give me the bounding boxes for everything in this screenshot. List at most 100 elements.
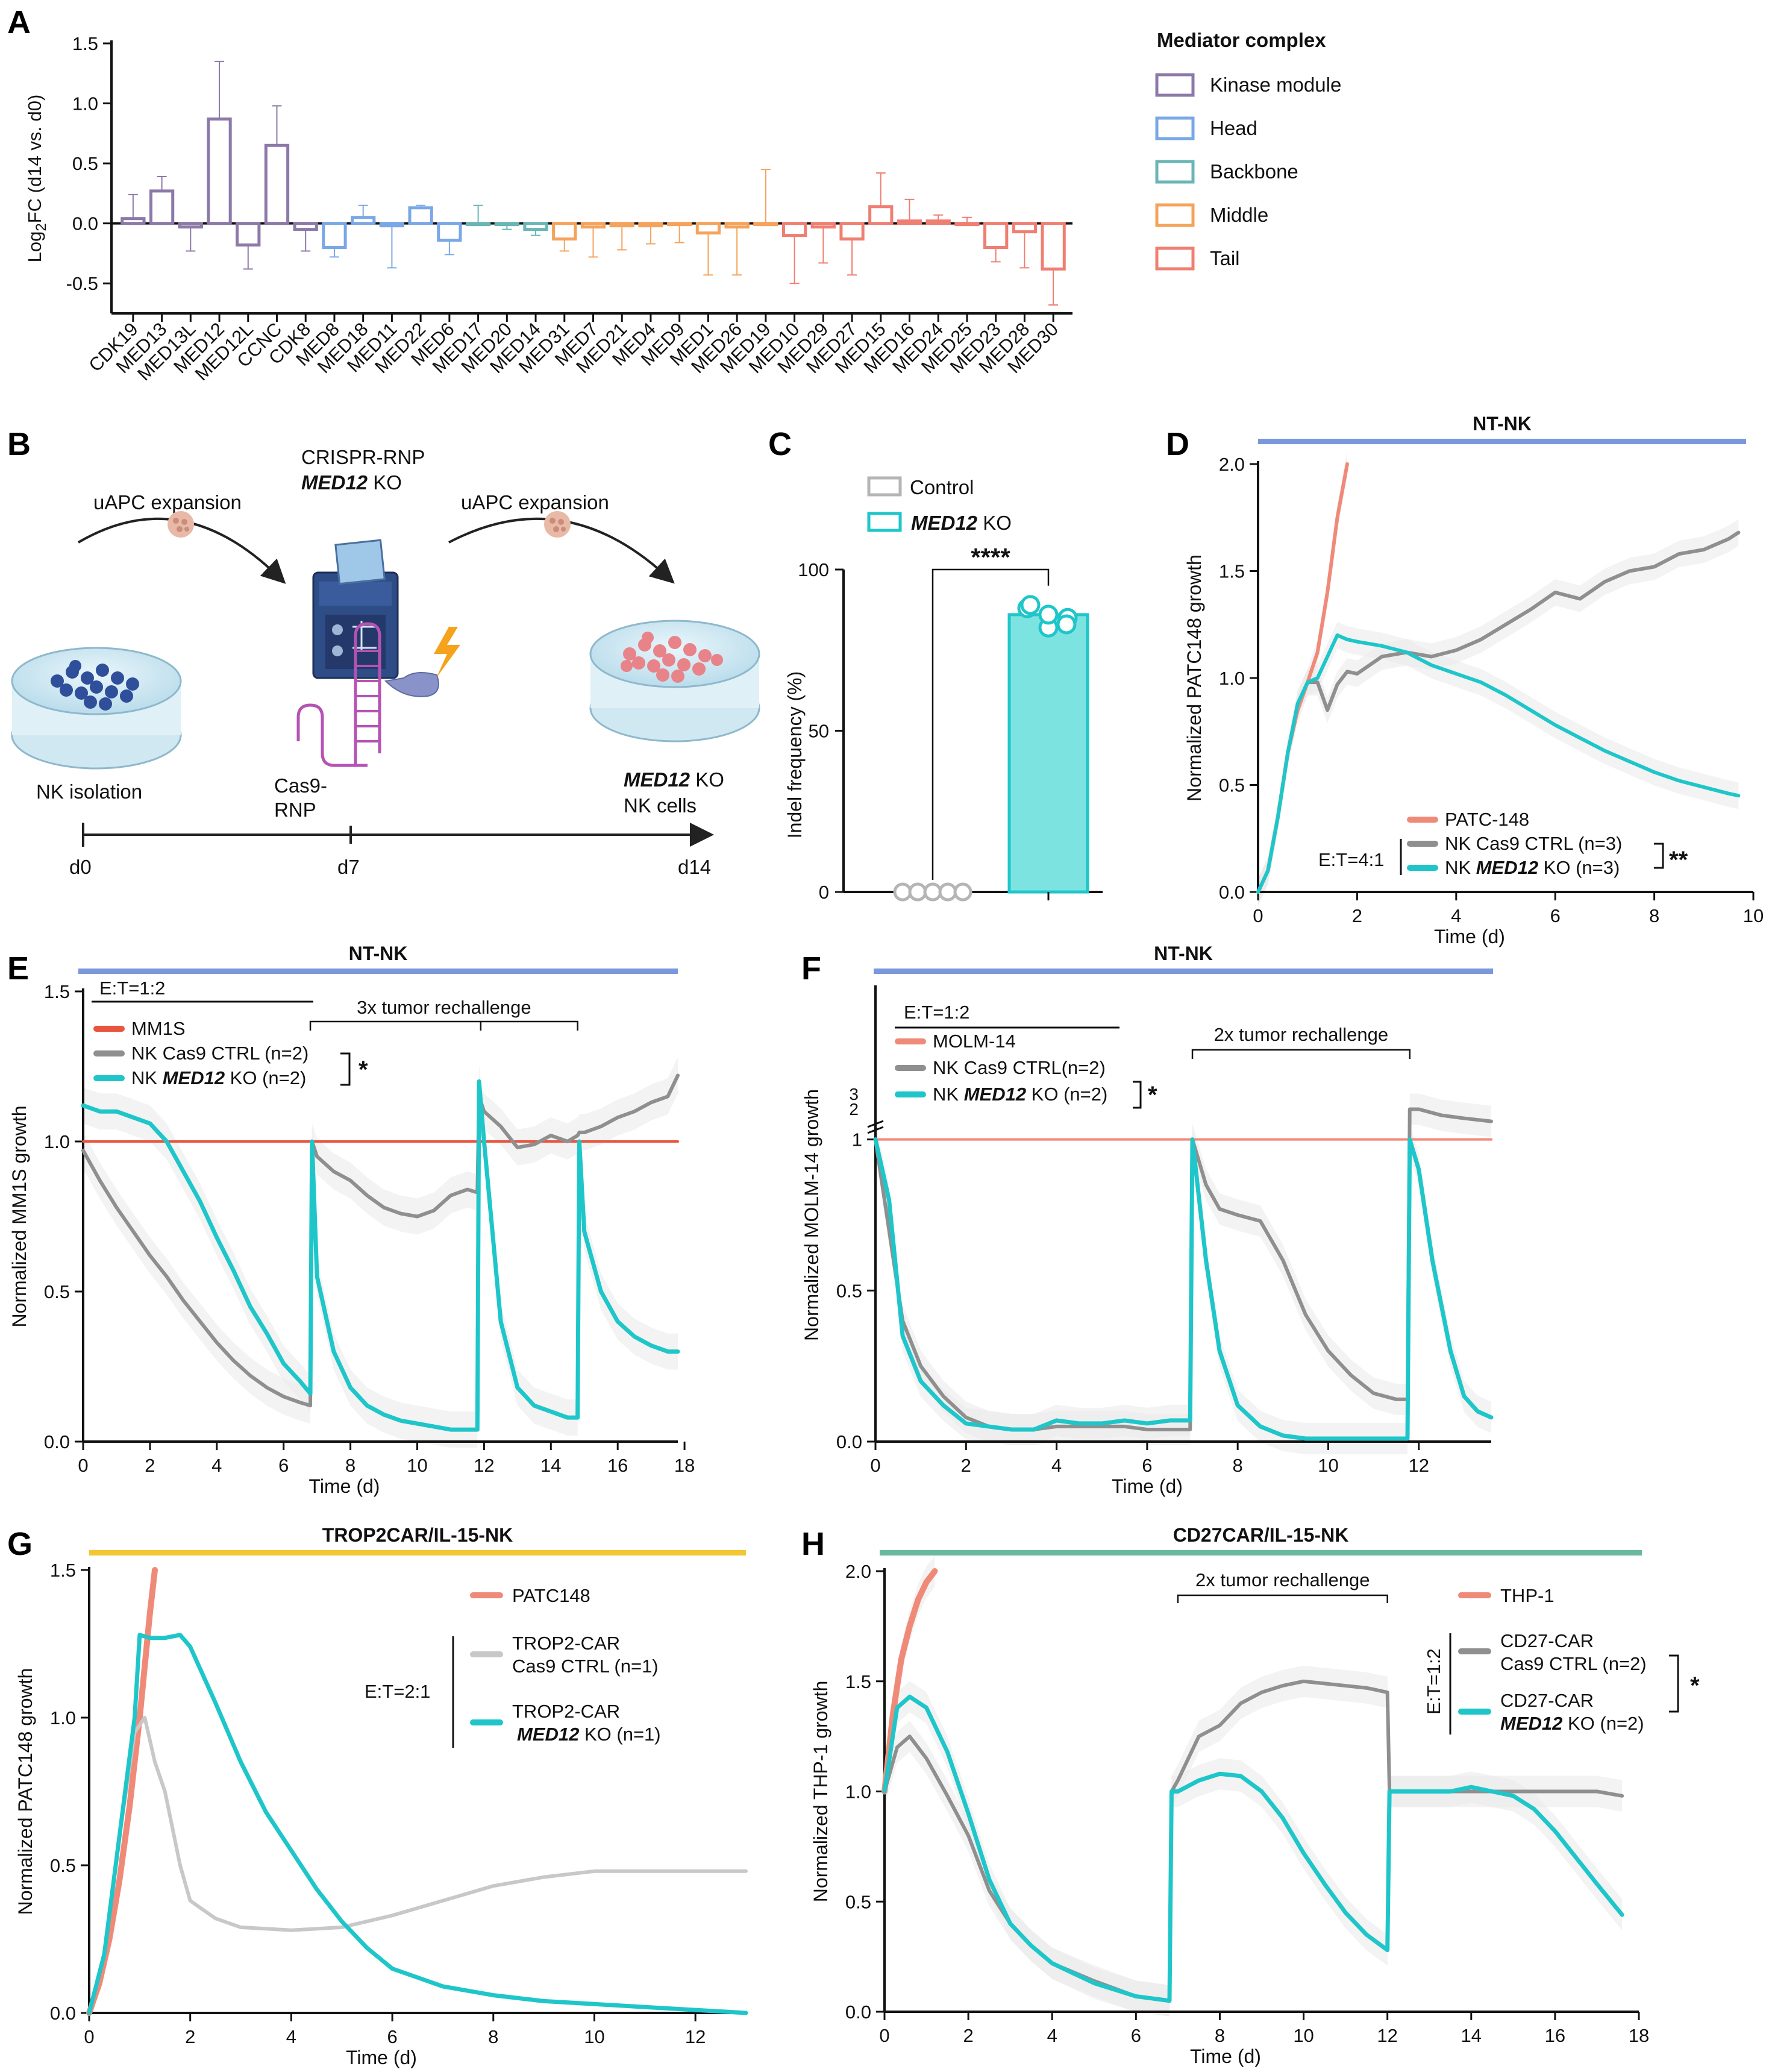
- legend-label-rest: MM1S: [131, 1018, 186, 1039]
- header-title: NT-NK: [1154, 943, 1213, 964]
- header-title: NT-NK: [1473, 413, 1532, 435]
- y-tick-label: 0.0: [836, 1431, 862, 1452]
- bar: [868, 205, 894, 225]
- header-title: CD27CAR/IL-15-NK: [1173, 1524, 1349, 1546]
- y-tick-label: 0.5: [845, 1891, 871, 1912]
- x-tick-label: 16: [607, 1455, 628, 1476]
- bar: [236, 222, 261, 247]
- bar: [897, 219, 922, 225]
- legend-label: Control: [910, 476, 974, 498]
- x-tick-label: 12: [474, 1455, 494, 1476]
- y-tick-label: 1.5: [1219, 561, 1245, 582]
- bar: [638, 222, 663, 228]
- variability-band: [1258, 622, 1739, 905]
- y-axis-label-sub: 2: [33, 223, 49, 231]
- legend-label: Kinase module: [1210, 74, 1341, 96]
- series-line: [81, 1073, 680, 1408]
- x-tick-label: 10: [1318, 1455, 1338, 1476]
- legend-label-rest: NK Cas9 CTRL(n=2): [933, 1057, 1106, 1078]
- y-tick-label: 0.5: [50, 1855, 76, 1876]
- legend-label: NK MED12 KO (n=2): [933, 1084, 1107, 1105]
- panel-f-chart: NT-NK 0 2 4 6 8 10 12 0.0 0.5 1 Time (d) Normalized …: [801, 943, 1494, 1497]
- x-tick-label: 8: [1215, 2025, 1225, 2046]
- legend-label: NK MED12 KO (n=2): [131, 1067, 306, 1088]
- variability-band: [875, 1093, 1491, 1445]
- y-tick-label: 0: [819, 882, 829, 903]
- legend-label: MOLM-14: [933, 1031, 1016, 1052]
- legend-swatch: [1155, 246, 1195, 271]
- legend-label: Head: [1210, 117, 1257, 139]
- x-tick-label: 0: [870, 1455, 880, 1476]
- header-bar: [78, 969, 678, 974]
- x-tick-label: 0: [78, 1455, 88, 1476]
- significance-bracket: [340, 1052, 351, 1086]
- y-tick-label: 1.0: [50, 1707, 76, 1728]
- legend-label: Cas9 CTRL (n=1): [512, 1656, 659, 1677]
- crispr-rnp-label: CRISPR-RNP: [301, 446, 425, 468]
- significance-bracket: [1654, 843, 1664, 869]
- uapc-expansion-label-1: uAPC expansion: [93, 491, 242, 513]
- data-point: [923, 882, 942, 902]
- legend-swatch: [1155, 116, 1195, 140]
- data-point: [1038, 604, 1059, 625]
- legend-label: MM1S: [131, 1018, 186, 1039]
- header-bar: [89, 1550, 746, 1556]
- variability-band: [83, 1057, 678, 1424]
- x-tick-label: 2: [185, 2026, 195, 2047]
- bar: [552, 222, 577, 241]
- legend-swatch: [867, 476, 902, 497]
- legend-label-bold: MED12: [911, 512, 978, 534]
- legend-title: Mediator complex: [1157, 29, 1326, 51]
- legend-label-prefix: NK: [131, 1067, 163, 1088]
- y-tick-label: 2.0: [845, 1561, 871, 1582]
- x-tick-label: 18: [1629, 2025, 1649, 2046]
- bar: [149, 189, 175, 225]
- y-tick-label: 0.5: [836, 1280, 862, 1301]
- x-tick-label: 6: [1550, 905, 1561, 926]
- legend-label: NK Cas9 CTRL (n=3): [1445, 833, 1622, 854]
- significance-bracket: [1133, 1081, 1142, 1109]
- data-point: [953, 882, 972, 902]
- bar: [667, 222, 692, 227]
- series-line: [881, 1568, 938, 1795]
- bar: [494, 222, 519, 227]
- significance-stars: *: [1690, 1672, 1700, 1699]
- panel-label-b: B: [7, 426, 31, 462]
- y-tick-label: 0.5: [44, 1281, 70, 1302]
- legend-swatch: [1155, 203, 1195, 227]
- y-tick-label: 50: [809, 721, 829, 742]
- series-line: [873, 1137, 1494, 1441]
- y-tick-label: 0.0: [44, 1431, 70, 1452]
- header-bar: [880, 1550, 1642, 1556]
- legend-label: NK Cas9 CTRL (n=2): [131, 1043, 308, 1064]
- panel-d-chart: NT-NK 0 2 4 6 8 10 0.0 0.5 1.0 1.5 2.0 Time (d) Norma…: [1183, 413, 1764, 947]
- x-tick-label: 8: [345, 1455, 355, 1476]
- bar: [1007, 613, 1089, 894]
- header-title: NT-NK: [349, 943, 408, 964]
- bar: [523, 222, 548, 231]
- legend-label-rest: KO (n=2): [1026, 1084, 1107, 1105]
- uapc-cell-icon-1: [168, 511, 194, 538]
- bar: [437, 222, 462, 242]
- y-axis-label-part: Log: [24, 231, 45, 263]
- panel-label-f: F: [801, 950, 821, 987]
- y-tick-label: 1.5: [44, 981, 70, 1002]
- legend-label-bold: MED12: [517, 1724, 579, 1745]
- panel-b-schematic: CRISPR-RNP MED12 KO uAPC expansion uAPC …: [11, 446, 760, 878]
- legend-label: CD27-CAR: [1500, 1630, 1594, 1651]
- x-tick-label: 18: [674, 1455, 695, 1476]
- y-tick-label: 1.5: [845, 1671, 871, 1692]
- x-tick-label: 2: [1352, 905, 1362, 926]
- rechallenge-label: 2x tumor rechallenge: [1214, 1024, 1389, 1045]
- cas9-label-line2: RNP: [274, 799, 316, 821]
- rechallenge-bracket: [1177, 1594, 1388, 1603]
- legend-label-prefix: NK: [1445, 857, 1476, 878]
- data-point: [1020, 595, 1041, 615]
- panel-label-d: D: [1166, 426, 1189, 462]
- bar: [954, 222, 980, 227]
- x-tick-label: 2: [961, 1455, 971, 1476]
- x-tick-label: 4: [1051, 1455, 1062, 1476]
- x-tick-label: 0: [879, 2025, 889, 2046]
- legend-label-rest: NK Cas9 CTRL (n=3): [1445, 833, 1622, 854]
